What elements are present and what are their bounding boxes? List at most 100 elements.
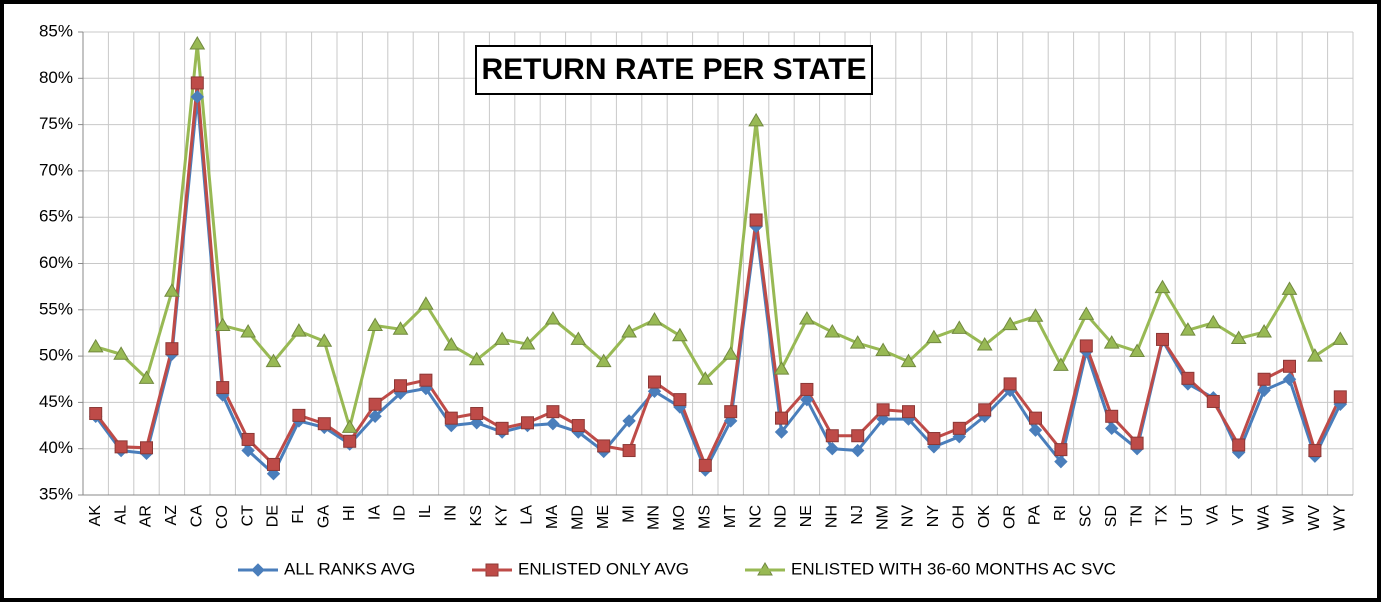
point [673,393,687,407]
x-tick-label: MI [620,505,637,523]
point [444,411,458,425]
point [952,421,966,435]
y-tick-label: 45% [39,392,73,411]
y-tick-label: 40% [39,438,73,457]
point [519,336,536,350]
x-tick-label: LA [519,505,536,525]
point [724,405,738,419]
point [773,361,790,375]
x-tick-label: OK [976,505,993,528]
point [114,440,128,454]
point [1028,423,1043,437]
point [341,419,358,433]
point [165,342,179,356]
x-tick-label: MT [722,505,739,528]
point [418,296,434,310]
x-tick-label: NV [900,505,917,528]
point [1002,316,1018,331]
point [900,353,917,368]
x-tick-label: VT [1230,505,1247,526]
point [1205,314,1222,329]
point [494,331,510,345]
point [1180,322,1196,336]
point [1232,438,1246,452]
point [1053,357,1069,371]
x-tick-label: NC [747,505,764,528]
point [190,76,204,90]
point [89,407,103,421]
y-tick-label: 65% [39,207,73,226]
point [240,324,256,338]
point [902,405,915,419]
x-tick-label: TX [1154,505,1171,526]
chart-title: RETURN RATE PER STATE [481,53,866,86]
x-tick-label: TN [1128,505,1145,526]
x-tick-label: PA [1027,505,1044,525]
point [1054,454,1068,469]
point [800,392,814,407]
y-tick-label: 80% [39,68,73,87]
point [1078,306,1095,320]
x-tick-label: FL [290,505,307,524]
y-tick-label: 35% [39,484,73,503]
point [1333,390,1347,404]
point [800,382,814,396]
point [545,311,561,325]
point [1256,324,1272,338]
point [672,327,688,342]
point [1257,372,1271,386]
point [570,331,587,345]
y-tick-label: 75% [39,114,73,133]
x-tick-label: MO [671,505,688,531]
x-tick-label: MS [697,505,714,529]
legend-label: ENLISTED WITH 36-60 MONTHS AC SVC [791,559,1116,578]
point [876,403,890,417]
x-tick-label: KS [468,505,485,526]
point [851,429,865,443]
x-tick-label: WI [1281,505,1298,525]
x-tick-label: NH [824,505,841,528]
point [1181,371,1195,385]
point [926,329,942,344]
point [368,409,382,423]
point [265,353,282,368]
point [875,342,891,357]
x-tick-label: CO [214,505,231,529]
x-tick-label: ID [392,505,409,521]
point [698,458,712,472]
point [722,346,739,360]
point [87,338,104,353]
y-tick-label: 60% [39,253,73,272]
x-tick-label: NY [925,505,942,528]
point [774,425,789,439]
point [316,333,333,347]
x-tick-label: RI [1052,505,1069,521]
point [1281,281,1298,295]
point [825,441,840,456]
point [976,336,993,351]
point [546,405,560,419]
y-tick-label: 85% [39,21,73,40]
point [1257,383,1271,398]
point [443,336,460,351]
point [241,432,255,446]
x-tick-label: WY [1332,505,1349,531]
point [343,434,357,448]
x-tick-label: AZ [163,505,180,526]
x-tick-label: CT [239,505,256,527]
point [1282,372,1297,386]
point [571,419,585,433]
y-tick-label: 55% [39,299,73,318]
point [419,373,433,387]
point [190,90,205,104]
x-tick-label: ME [595,505,612,529]
x-tick-label: NE [798,505,815,527]
x-tick-label: MN [646,505,663,530]
point [622,444,636,458]
point [595,353,612,368]
point [216,381,230,395]
point [1103,335,1120,349]
point [978,403,992,417]
point [1003,377,1017,391]
point [113,346,129,360]
